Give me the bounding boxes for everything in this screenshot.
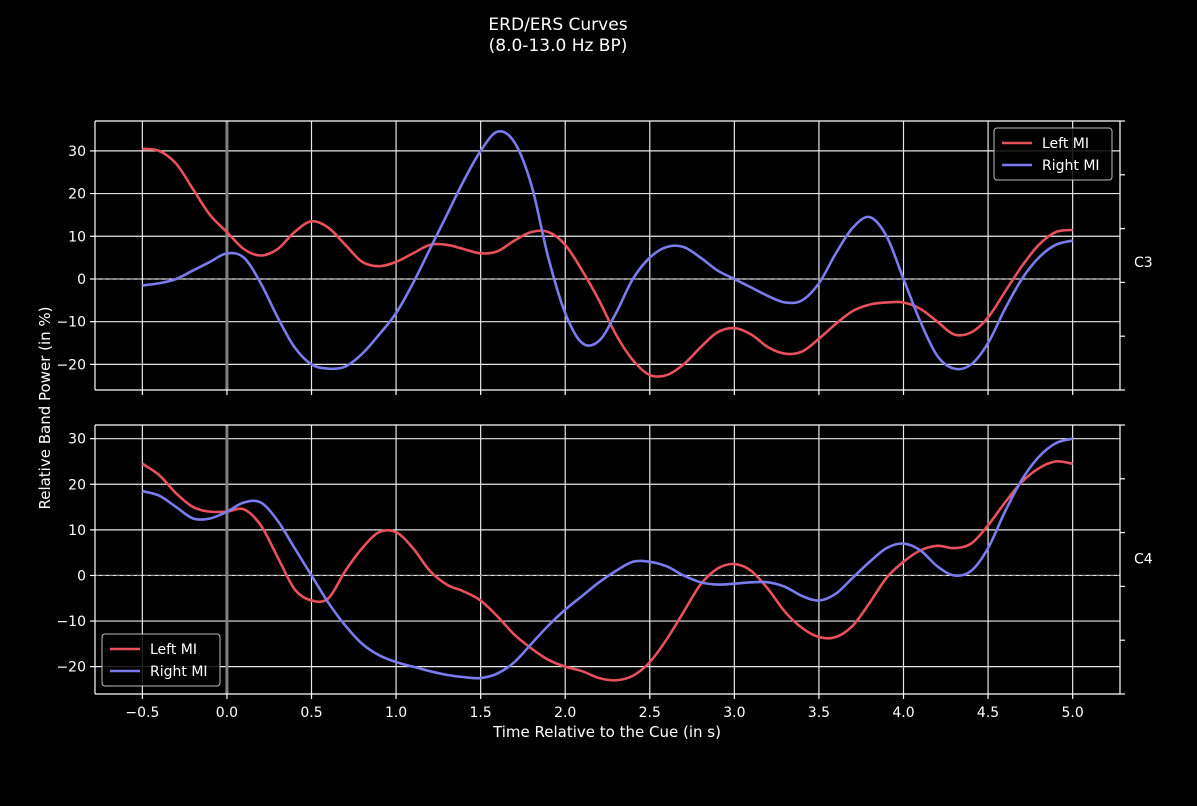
y-tick-label: 0	[77, 272, 86, 288]
x-tick-label: 1.5	[470, 705, 492, 721]
y-tick-label: −20	[56, 357, 86, 373]
y-tick-label: 0	[77, 568, 86, 584]
legend-frame	[993, 127, 1113, 181]
panel-c3: −20 −10 0 10 20 30 C3 Left MI Right MI	[56, 120, 1153, 395]
x-tick-label: 0.5	[300, 705, 322, 721]
series-line-right-mi	[142, 130, 1073, 371]
x-tick-label: 0.0	[216, 705, 238, 721]
x-tick-label: 3.5	[808, 705, 830, 721]
plot-panels: −20 −10 0 10 20 30 C3 Left MI Right MI −20 −10 0 10 2…	[56, 120, 1153, 721]
y-tick-label: 30	[68, 144, 86, 160]
y-tick-label: −20	[56, 660, 86, 676]
x-tick-label: 3.0	[723, 705, 745, 721]
channel-label: C4	[1134, 551, 1153, 567]
y-tick-label: 20	[68, 477, 86, 493]
legend-label: Right MI	[1042, 158, 1100, 174]
x-tick-label: 4.5	[977, 705, 999, 721]
y-tick-label: 20	[68, 187, 86, 203]
panel-c4: −20 −10 0 10 20 30 −0.5 0.0 0.5 1.0 1.5 2.0 2.5 3.0 3.…	[56, 424, 1153, 721]
legend-frame	[101, 633, 221, 687]
legend: Left MI Right MI	[101, 633, 221, 687]
y-tick-label: −10	[56, 614, 86, 630]
channel-label: C3	[1134, 255, 1153, 271]
series-line-left-mi	[141, 460, 1073, 682]
x-tick-label: 1.0	[385, 705, 407, 721]
x-tick-label: 2.5	[639, 705, 661, 721]
y-axis-label: Relative Band Power (in %)	[36, 306, 54, 509]
legend-label: Left MI	[1042, 136, 1089, 152]
x-axis-label: Time Relative to the Cue (in s)	[492, 723, 721, 741]
x-tick-label: 4.0	[892, 705, 914, 721]
series-line-left-mi	[142, 147, 1073, 378]
series-line-right-mi	[142, 437, 1073, 680]
x-tick-label: 5.0	[1062, 705, 1084, 721]
legend: Left MI Right MI	[993, 127, 1113, 181]
legend-label: Left MI	[150, 642, 197, 658]
x-tick-label: 2.0	[554, 705, 576, 721]
y-tick-label: −10	[56, 315, 86, 331]
y-tick-label: 30	[68, 432, 86, 448]
legend-label: Right MI	[150, 664, 208, 680]
y-tick-label: 10	[68, 523, 86, 539]
chart-title: ERD/ERS Curves	[488, 15, 627, 35]
x-tick-label: −0.5	[125, 705, 159, 721]
chart-subtitle: (8.0-13.0 Hz BP)	[489, 36, 628, 56]
y-tick-label: 10	[68, 229, 86, 245]
